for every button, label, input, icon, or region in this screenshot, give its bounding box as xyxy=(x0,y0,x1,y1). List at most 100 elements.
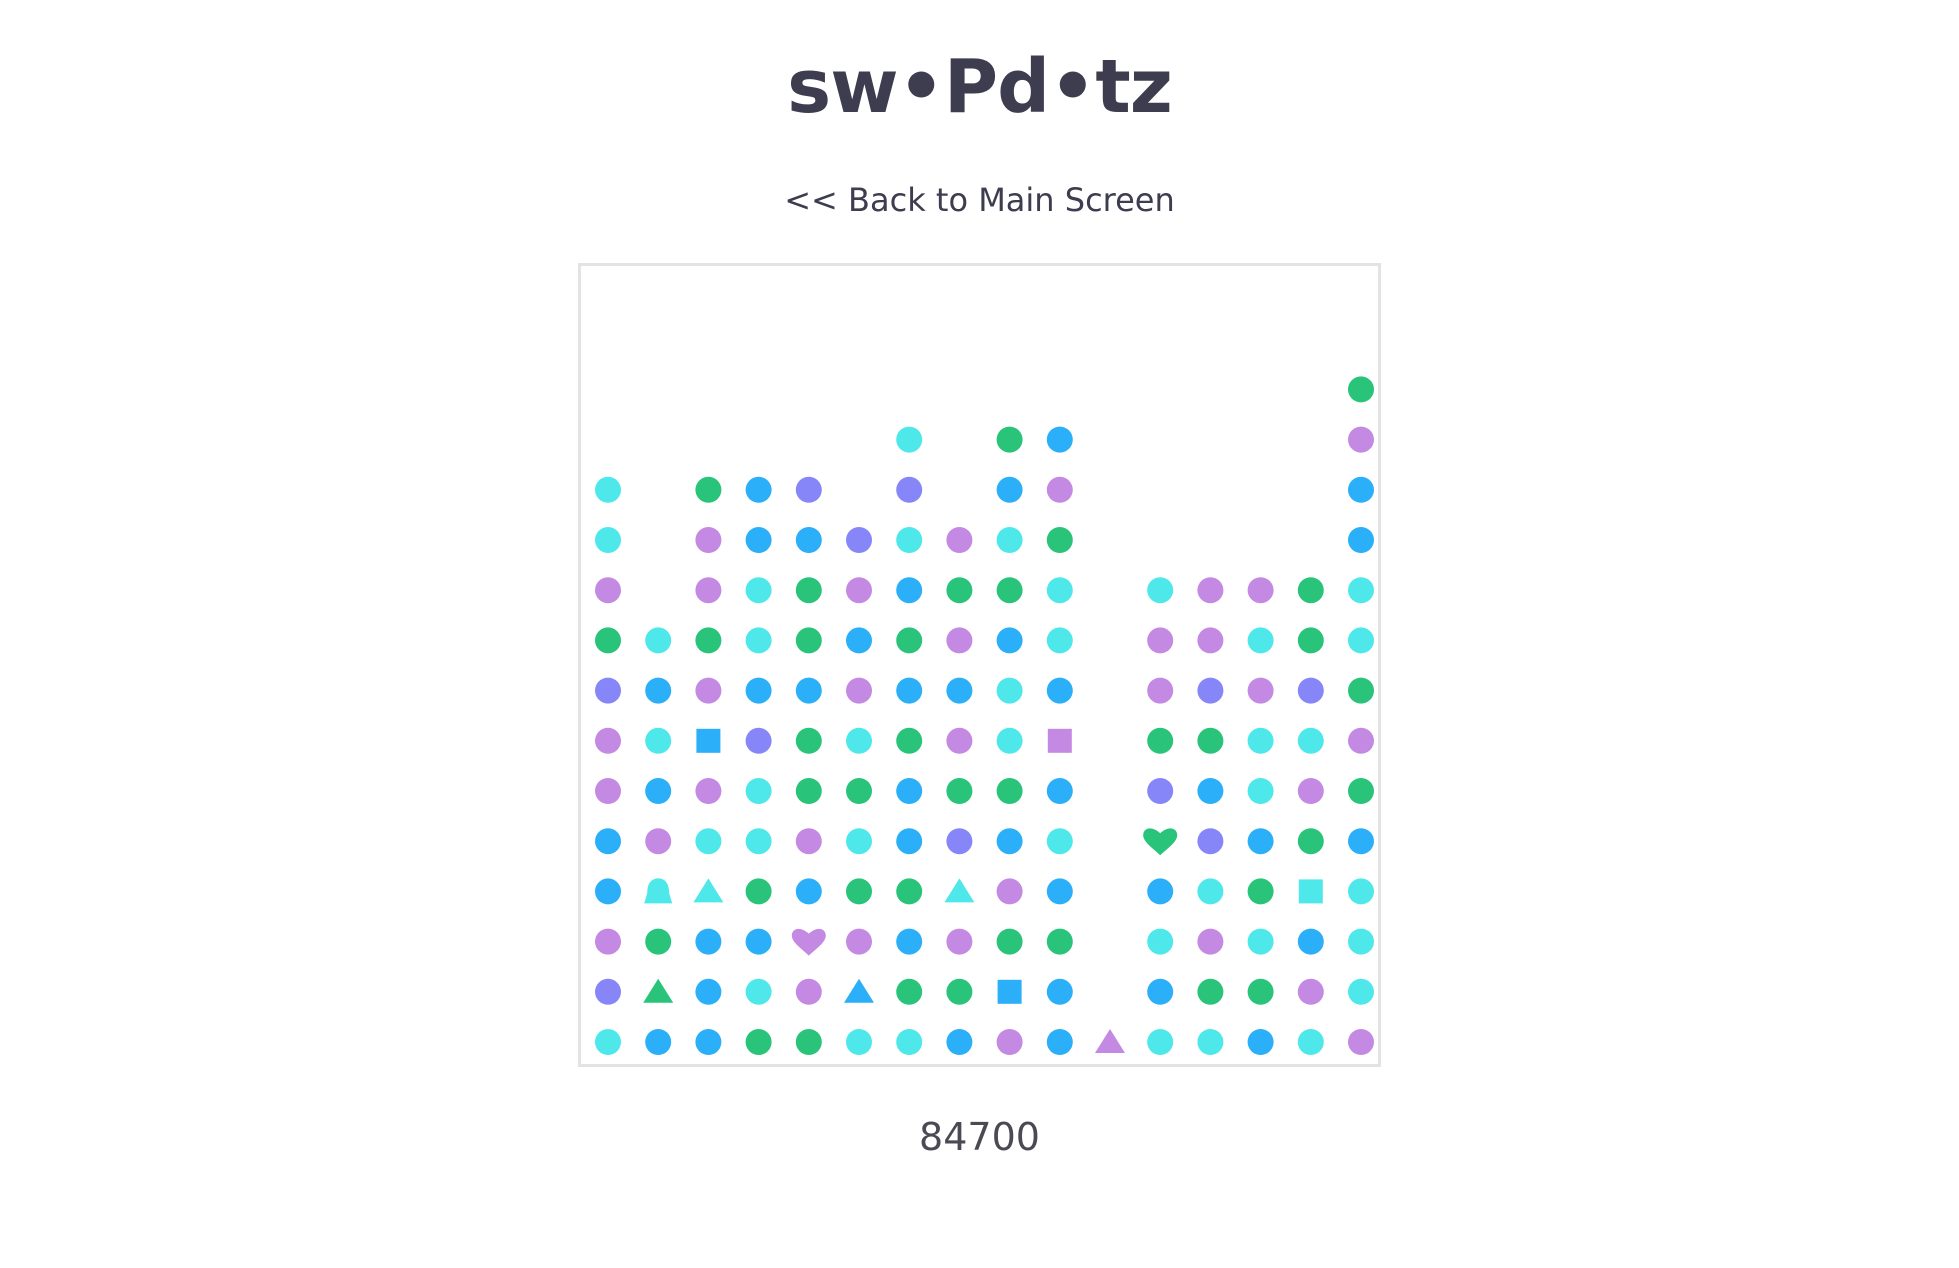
game-piece-circle-blue[interactable] xyxy=(1147,878,1174,905)
game-piece-circle-indigo[interactable] xyxy=(846,527,872,553)
game-piece-circle-green[interactable] xyxy=(946,778,973,804)
game-piece-circle-cyan[interactable] xyxy=(1348,577,1374,604)
game-piece-circle-blue[interactable] xyxy=(946,677,973,704)
game-piece-circle-blue[interactable] xyxy=(745,476,772,503)
game-piece-triangle-cyan[interactable] xyxy=(944,878,975,903)
game-piece-circle-green[interactable] xyxy=(695,627,722,654)
game-piece-circle-purple[interactable] xyxy=(846,677,872,704)
game-piece-circle-green[interactable] xyxy=(795,1029,822,1055)
game-piece-square-blue[interactable] xyxy=(696,728,721,753)
game-piece-circle-blue[interactable] xyxy=(996,627,1023,654)
game-piece-circle-green[interactable] xyxy=(996,778,1023,804)
game-piece-circle-green[interactable] xyxy=(846,878,872,905)
game-piece-circle-green[interactable] xyxy=(846,778,872,804)
game-piece-circle-green[interactable] xyxy=(896,878,923,905)
game-piece-circle-cyan[interactable] xyxy=(1197,1029,1224,1055)
game-piece-circle-green[interactable] xyxy=(795,778,822,804)
game-piece-circle-purple[interactable] xyxy=(595,727,621,754)
game-piece-circle-indigo[interactable] xyxy=(1297,677,1324,704)
game-piece-square-purple[interactable] xyxy=(1047,728,1072,753)
game-piece-circle-green[interactable] xyxy=(795,577,822,604)
game-piece-circle-indigo[interactable] xyxy=(595,677,621,704)
game-piece-circle-cyan[interactable] xyxy=(745,627,772,654)
game-piece-circle-cyan[interactable] xyxy=(1147,577,1174,604)
game-piece-circle-cyan[interactable] xyxy=(745,828,772,855)
game-piece-circle-purple[interactable] xyxy=(1297,778,1324,804)
game-piece-circle-blue[interactable] xyxy=(1147,978,1174,1005)
game-piece-circle-green[interactable] xyxy=(1197,727,1224,754)
game-piece-circle-green[interactable] xyxy=(896,727,923,754)
game-piece-circle-blue[interactable] xyxy=(745,527,772,553)
game-piece-circle-cyan[interactable] xyxy=(595,527,621,553)
game-piece-circle-purple[interactable] xyxy=(1197,627,1224,654)
game-piece-circle-cyan[interactable] xyxy=(846,828,872,855)
game-piece-circle-purple[interactable] xyxy=(1348,727,1374,754)
game-piece-circle-green[interactable] xyxy=(1046,527,1073,553)
game-piece-circle-cyan[interactable] xyxy=(896,1029,923,1055)
game-piece-circle-blue[interactable] xyxy=(1046,1029,1073,1055)
game-piece-circle-blue[interactable] xyxy=(645,1029,672,1055)
game-piece-bell-cyan[interactable] xyxy=(644,878,673,904)
game-piece-circle-green[interactable] xyxy=(1297,627,1324,654)
game-piece-circle-green[interactable] xyxy=(1147,727,1174,754)
game-piece-circle-purple[interactable] xyxy=(695,577,722,604)
game-piece-circle-blue[interactable] xyxy=(645,778,672,804)
game-piece-circle-purple[interactable] xyxy=(1147,677,1174,704)
game-piece-circle-green[interactable] xyxy=(946,978,973,1005)
game-piece-heart-green[interactable] xyxy=(1143,828,1178,856)
game-piece-circle-blue[interactable] xyxy=(896,928,923,955)
game-piece-circle-purple[interactable] xyxy=(1348,1029,1374,1055)
game-piece-circle-green[interactable] xyxy=(595,627,621,654)
game-piece-circle-purple[interactable] xyxy=(1297,978,1324,1005)
game-piece-circle-purple[interactable] xyxy=(946,727,973,754)
game-piece-circle-green[interactable] xyxy=(745,1029,772,1055)
game-piece-circle-blue[interactable] xyxy=(996,828,1023,855)
game-piece-circle-cyan[interactable] xyxy=(1046,577,1073,604)
game-piece-circle-indigo[interactable] xyxy=(795,476,822,503)
game-piece-circle-purple[interactable] xyxy=(946,527,973,553)
game-piece-circle-cyan[interactable] xyxy=(745,577,772,604)
game-piece-circle-indigo[interactable] xyxy=(1197,828,1224,855)
game-piece-circle-cyan[interactable] xyxy=(745,778,772,804)
game-piece-circle-blue[interactable] xyxy=(1247,828,1274,855)
game-piece-circle-purple[interactable] xyxy=(695,677,722,704)
game-piece-circle-blue[interactable] xyxy=(745,928,772,955)
game-piece-circle-green[interactable] xyxy=(1348,376,1374,403)
game-piece-circle-blue[interactable] xyxy=(695,978,722,1005)
game-piece-circle-cyan[interactable] xyxy=(595,476,621,503)
game-piece-circle-blue[interactable] xyxy=(1046,426,1073,453)
game-piece-circle-blue[interactable] xyxy=(896,828,923,855)
game-piece-circle-cyan[interactable] xyxy=(1297,1029,1324,1055)
game-piece-circle-blue[interactable] xyxy=(896,778,923,804)
game-piece-circle-green[interactable] xyxy=(896,978,923,1005)
game-piece-circle-blue[interactable] xyxy=(745,677,772,704)
game-piece-circle-purple[interactable] xyxy=(1247,677,1274,704)
game-piece-circle-purple[interactable] xyxy=(695,778,722,804)
game-piece-circle-indigo[interactable] xyxy=(595,978,621,1005)
game-piece-circle-cyan[interactable] xyxy=(1147,1029,1174,1055)
game-piece-circle-purple[interactable] xyxy=(595,577,621,604)
game-piece-circle-cyan[interactable] xyxy=(1247,778,1274,804)
game-piece-circle-cyan[interactable] xyxy=(1046,627,1073,654)
game-piece-circle-purple[interactable] xyxy=(795,978,822,1005)
game-piece-square-blue[interactable] xyxy=(997,979,1022,1004)
game-piece-circle-cyan[interactable] xyxy=(996,677,1023,704)
game-piece-circle-purple[interactable] xyxy=(1197,928,1224,955)
game-piece-square-cyan[interactable] xyxy=(1298,879,1323,904)
game-piece-circle-green[interactable] xyxy=(996,577,1023,604)
game-piece-circle-blue[interactable] xyxy=(595,828,621,855)
game-piece-circle-purple[interactable] xyxy=(645,828,672,855)
game-piece-circle-blue[interactable] xyxy=(1197,778,1224,804)
game-piece-triangle-blue[interactable] xyxy=(844,978,874,1003)
game-piece-circle-cyan[interactable] xyxy=(695,828,722,855)
game-piece-circle-green[interactable] xyxy=(1046,928,1073,955)
game-piece-circle-green[interactable] xyxy=(1297,577,1324,604)
game-piece-circle-blue[interactable] xyxy=(1348,476,1374,503)
game-piece-circle-blue[interactable] xyxy=(1297,928,1324,955)
game-piece-circle-cyan[interactable] xyxy=(846,1029,872,1055)
game-piece-circle-green[interactable] xyxy=(1197,978,1224,1005)
game-piece-circle-purple[interactable] xyxy=(1046,476,1073,503)
game-piece-triangle-green[interactable] xyxy=(643,978,674,1003)
game-piece-circle-green[interactable] xyxy=(1348,677,1374,704)
game-piece-circle-purple[interactable] xyxy=(996,878,1023,905)
